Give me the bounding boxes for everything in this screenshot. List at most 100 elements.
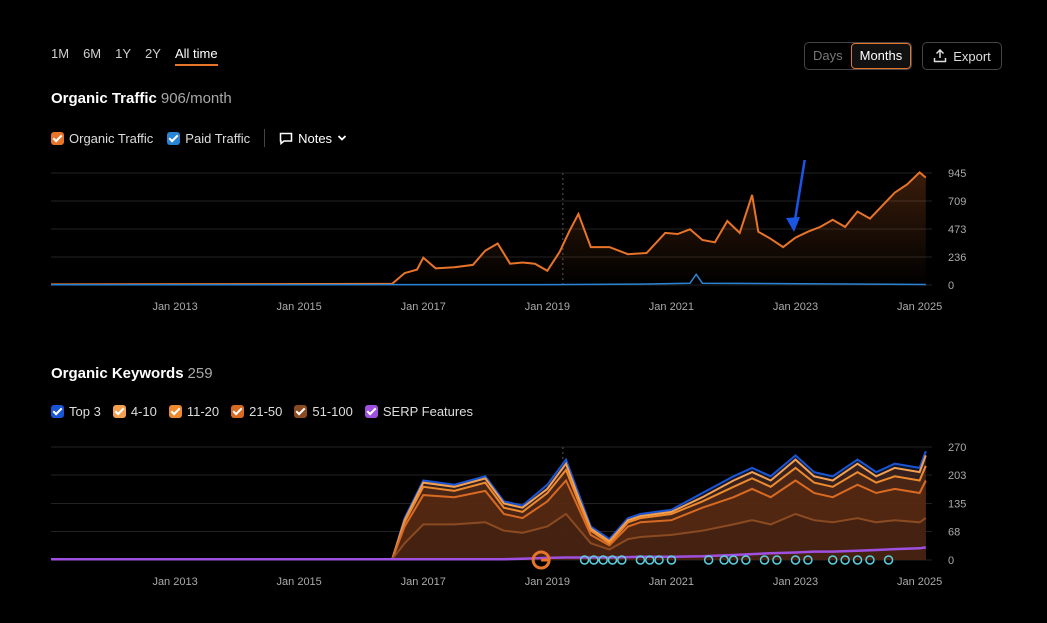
x-tick-label: Jan 2019	[525, 576, 570, 588]
series-line-serp-features	[51, 546, 926, 561]
granularity-toggle: Days Months	[804, 42, 913, 70]
x-tick-label: Jan 2023	[773, 576, 818, 588]
checkbox-icon	[51, 405, 64, 418]
google-update-marker	[883, 555, 894, 565]
x-tick-label: Jan 2021	[649, 576, 694, 588]
legend-item[interactable]: SERP Features	[364, 404, 473, 419]
legend-item[interactable]: 4-10	[112, 404, 157, 419]
series-line-paid-traffic	[50, 272, 926, 286]
days-toggle[interactable]: Days	[813, 48, 843, 63]
y-tick-label: 945	[948, 168, 966, 180]
series-line-organic-traffic	[50, 171, 927, 286]
google-update-marker	[589, 555, 599, 565]
area-fill	[51, 514, 926, 560]
checkbox-icon	[364, 405, 378, 418]
range-tab[interactable]: 2Y	[145, 46, 161, 61]
legend-divider	[264, 129, 266, 147]
google-update-marker	[654, 555, 664, 565]
google-update-marker	[666, 555, 677, 565]
legend-item[interactable]: 51-100	[294, 404, 353, 419]
months-toggle[interactable]: Months	[850, 43, 912, 69]
y-tick-label: 68	[948, 527, 960, 539]
x-tick-label: Jan 2015	[277, 576, 322, 588]
series-line-51-100	[51, 512, 927, 561]
x-tick-label: Jan 2017	[401, 576, 446, 588]
range-tab[interactable]: All time	[174, 46, 218, 66]
google-update-marker	[741, 555, 751, 565]
google-update-marker	[790, 555, 801, 565]
y-tick-label: 0	[948, 280, 954, 292]
series-line-11-20	[51, 465, 927, 561]
y-tick-label: 473	[948, 224, 966, 236]
range-tab[interactable]: 1M	[51, 46, 70, 61]
comment-icon	[279, 132, 293, 145]
traffic-title: Organic Traffic	[51, 90, 157, 107]
x-tick-label: Jan 2013	[152, 576, 197, 588]
organic-traffic-chart: 0 236 473 709 945 Jan 2013 Jan 2015 Jan 2017 Jan…	[50, 160, 966, 313]
keywords-metric: 259	[187, 365, 213, 382]
legend-organic-traffic[interactable]: Organic Traffic	[51, 131, 153, 146]
google-update-marker	[644, 555, 655, 565]
x-tick-label: Jan 2025	[897, 301, 942, 313]
legend-label: Organic Traffic	[69, 130, 154, 146]
range-tab[interactable]: 6M	[83, 46, 102, 61]
range-tab[interactable]: 1Y	[115, 46, 132, 61]
google-update-marker	[719, 555, 729, 565]
chevron-down-icon	[337, 135, 347, 141]
x-tick-label: Jan 2013	[152, 301, 197, 313]
x-tick-label: Jan 2019	[525, 301, 570, 313]
keywords-title: Organic Keywords	[51, 365, 184, 382]
x-tick-label: Jan 2017	[401, 301, 446, 313]
legend-label: Paid Traffic	[185, 130, 251, 146]
checkbox-icon	[112, 405, 126, 418]
legend-label: 11-20	[186, 404, 220, 419]
series-line-21-50	[51, 478, 927, 561]
legend-item[interactable]: 11-20	[168, 404, 220, 419]
series-line-top-3	[51, 450, 927, 561]
google-update-marker	[635, 555, 646, 565]
google-update-marker	[607, 555, 618, 565]
export-button[interactable]: Export	[922, 42, 1002, 70]
google-update-marker	[772, 555, 782, 565]
y-tick-label: 0	[948, 555, 954, 567]
checkbox-icon	[168, 405, 182, 418]
time-range-tabs: 1M 6M 1Y 2Y All time	[51, 46, 218, 66]
x-tick-label: Jan 2025	[897, 576, 942, 588]
notes-label: Notes	[298, 130, 333, 146]
series-line-4-10	[51, 455, 927, 561]
google-update-marker	[617, 555, 627, 565]
google-update-marker	[579, 555, 590, 565]
y-tick-label: 709	[948, 196, 966, 208]
export-label: Export	[953, 48, 991, 64]
checkbox-icon	[51, 131, 64, 145]
legend-paid-traffic[interactable]: Paid Traffic	[167, 131, 250, 146]
google-update-marker	[703, 555, 714, 565]
annotation-arrow	[792, 160, 806, 227]
x-tick-label: Jan 2015	[277, 301, 322, 313]
organic-keywords-chart: 0 68 135 203 270 Jan 2013 Jan 2015 Jan 2017 Jan …	[51, 442, 966, 588]
google-update-marker	[598, 555, 608, 565]
legend-label: 4-10	[130, 404, 157, 419]
google-update-marker	[852, 555, 863, 565]
google-update-marker	[803, 555, 813, 565]
google-update-marker	[865, 555, 875, 565]
x-tick-label: Jan 2023	[773, 301, 818, 313]
legend-item[interactable]: 21-50	[231, 404, 282, 419]
y-tick-label: 270	[948, 442, 966, 454]
checkbox-icon	[167, 131, 181, 145]
legend-item[interactable]: Top 3	[51, 404, 101, 419]
y-tick-label: 135	[948, 499, 966, 511]
legend-label: SERP Features	[382, 404, 473, 419]
traffic-metric: 906/month	[160, 90, 232, 107]
google-update-marker	[827, 555, 838, 565]
checkbox-icon	[231, 405, 245, 418]
notes-dropdown[interactable]: Notes	[279, 131, 347, 146]
checkbox-icon	[294, 405, 308, 418]
x-tick-label: Jan 2021	[649, 301, 694, 313]
legend-label: 51-100	[312, 404, 353, 419]
keywords-title-row: Organic Keywords 259	[51, 365, 213, 382]
google-update-marker	[840, 555, 850, 565]
google-update-marker	[728, 555, 739, 565]
google-update-marker	[759, 555, 770, 565]
series-area	[51, 172, 926, 285]
